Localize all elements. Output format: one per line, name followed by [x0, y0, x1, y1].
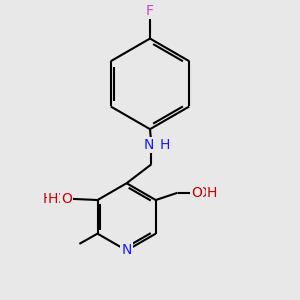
Text: HO: HO [43, 192, 64, 206]
Text: H: H [207, 186, 217, 200]
Text: N: N [144, 138, 154, 152]
Text: F: F [146, 4, 154, 18]
Text: H: H [160, 138, 170, 152]
Text: O: O [61, 192, 72, 206]
Text: H: H [48, 192, 58, 206]
Text: OH: OH [196, 186, 218, 200]
Text: O: O [191, 186, 202, 200]
Text: N: N [122, 244, 132, 257]
